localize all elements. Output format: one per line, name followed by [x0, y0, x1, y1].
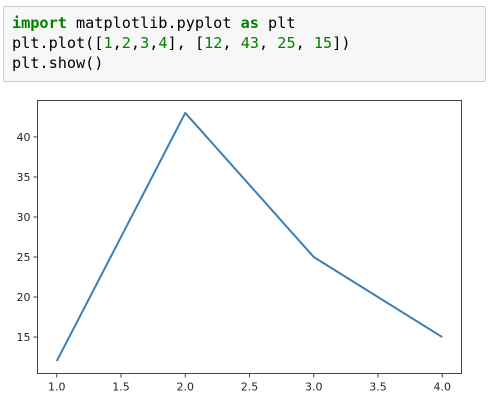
line-chart: 1.0 1.5 2.0 2.5 3.0 3.5 4.0 15 20 25 30 35 40: [17, 100, 462, 394]
x-tick-label: 4.0: [433, 381, 451, 394]
code-keyword: as: [240, 14, 259, 32]
x-tick-label: 1.5: [112, 381, 130, 394]
code-line: plt.show(): [12, 53, 485, 73]
code-token: plt: [258, 14, 296, 32]
x-tick-label: 2.5: [241, 381, 259, 394]
y-axis: 15 20 25 30 35 40: [17, 131, 38, 344]
code-token: ]): [332, 34, 351, 52]
y-tick-label: 30: [17, 211, 31, 224]
code-number: 3: [140, 34, 150, 52]
plot-frame: [37, 100, 462, 374]
code-token: plt.plot([: [12, 34, 104, 52]
code-cell[interactable]: import matplotlib.pyplot as plt plt.plot(…: [3, 6, 486, 82]
code-keyword: import: [12, 14, 67, 32]
code-token: plt.show(): [12, 54, 104, 72]
y-tick-label: 40: [17, 131, 31, 144]
code-token: ,: [222, 34, 241, 52]
x-tick-label: 2.0: [177, 381, 195, 394]
code-token: ], [: [167, 34, 205, 52]
x-tick-label: 1.0: [48, 381, 66, 394]
y-tick-label: 20: [17, 291, 31, 304]
code-token: ,: [149, 34, 159, 52]
code-token: matplotlib.pyplot: [66, 14, 241, 32]
code-lines: import matplotlib.pyplot as plt plt.plot(…: [12, 13, 485, 73]
code-number: 15: [313, 34, 333, 52]
code-number: 4: [158, 34, 168, 52]
y-tick-label: 35: [17, 171, 31, 184]
code-token: ,: [295, 34, 314, 52]
code-token: ,: [112, 34, 122, 52]
series-line: [55, 111, 443, 362]
x-tick-label: 3.0: [305, 381, 323, 394]
code-number: 25: [277, 34, 296, 52]
code-number: 12: [204, 34, 223, 52]
x-axis: 1.0 1.5 2.0 2.5 3.0 3.5 4.0: [48, 373, 451, 394]
code-number: 43: [240, 34, 259, 52]
code-number: 2: [121, 34, 131, 52]
code-line: import matplotlib.pyplot as plt: [12, 13, 485, 33]
plot-output: 1.0 1.5 2.0 2.5 3.0 3.5 4.0 15 20 25 30 35 40: [0, 90, 488, 403]
series-group: [55, 111, 443, 362]
y-tick-label: 15: [17, 331, 31, 344]
x-tick-label: 3.5: [369, 381, 387, 394]
code-line: plt.plot([1,2,3,4], [12, 43, 25, 15]): [12, 33, 485, 53]
code-token: ,: [130, 34, 141, 52]
code-token: ,: [259, 34, 278, 52]
y-tick-label: 25: [17, 251, 31, 264]
code-number: 1: [103, 34, 113, 52]
